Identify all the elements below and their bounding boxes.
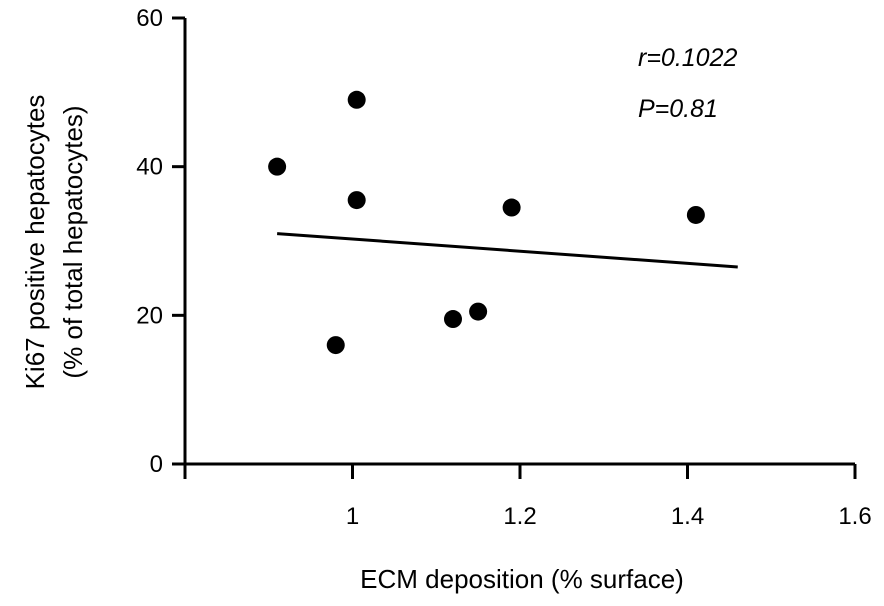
data-point — [347, 90, 366, 109]
trendline-group — [277, 232, 738, 269]
data-point — [469, 302, 488, 321]
data-point — [444, 310, 462, 329]
data-point — [268, 157, 287, 176]
data-point — [502, 198, 521, 217]
y-axis-title-line-1: Ki67 positive hepatocytes — [20, 95, 50, 390]
p-value-annotation: P=0.81 — [638, 95, 718, 123]
x-ticks: 1 1.2 1.4 1.6 — [183, 464, 872, 530]
axes — [183, 18, 855, 466]
data-point — [347, 191, 366, 210]
x-tick-label: 1.4 — [671, 503, 704, 530]
y-tick-label: 40 — [136, 154, 163, 181]
x-tick-label: 1 — [346, 503, 359, 530]
y-ticks: 0 20 40 60 — [136, 5, 185, 478]
y-tick-label: 20 — [136, 302, 163, 329]
correlation-r-annotation: r=0.1022 — [638, 44, 737, 72]
regression-line — [277, 232, 738, 269]
x-axis-title: ECM deposition (% surface) — [360, 564, 684, 594]
x-tick-label: 1.6 — [838, 503, 871, 530]
data-points — [268, 90, 705, 355]
data-point — [326, 336, 345, 355]
data-point — [686, 205, 705, 224]
y-tick-label: 0 — [150, 451, 163, 478]
y-axis-title-line-2: (% of total hepatocytes) — [58, 105, 88, 378]
x-tick-label: 1.2 — [503, 503, 536, 530]
y-tick-label: 60 — [136, 5, 163, 32]
